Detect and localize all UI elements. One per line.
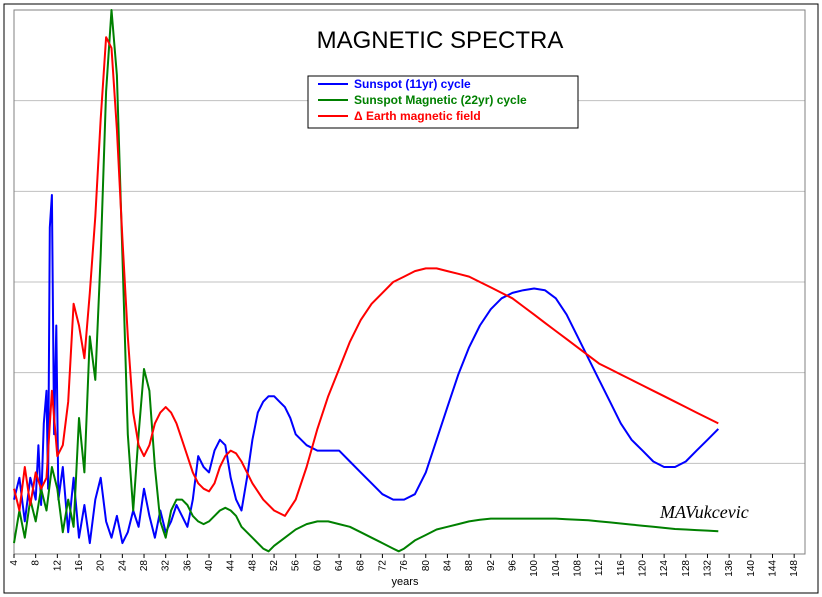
x-tick-label: 144 <box>767 560 778 577</box>
x-tick-label: 24 <box>117 560 128 572</box>
x-tick-label: 112 <box>594 560 605 576</box>
gridlines <box>14 100 805 464</box>
x-tick-label: 12 <box>52 560 63 572</box>
x-tick-label: 20 <box>96 560 107 572</box>
x-axis-label: years <box>392 576 419 588</box>
signature: MAVukcevic <box>659 502 749 522</box>
x-tick-label: 4 <box>9 560 20 566</box>
x-tick-label: 60 <box>312 560 323 572</box>
x-tick-label: 44 <box>226 560 237 572</box>
x-tick-label: 124 <box>659 560 670 577</box>
x-tick-label: 80 <box>421 560 432 572</box>
x-tick-label: 64 <box>334 560 345 572</box>
x-tick-label: 148 <box>789 560 800 577</box>
x-tick-label: 52 <box>269 560 280 572</box>
x-tick-label: 116 <box>616 560 627 576</box>
x-tick-label: 28 <box>139 560 150 572</box>
x-tick-label: 96 <box>507 560 518 572</box>
x-tick-label: 48 <box>247 560 258 572</box>
x-tick-label: 84 <box>442 560 453 572</box>
x-tick-label: 40 <box>204 560 215 572</box>
x-tick-label: 132 <box>702 560 713 577</box>
x-tick-label: 100 <box>529 560 540 577</box>
x-tick-label: 120 <box>637 560 648 577</box>
legend-label: Sunspot (11yr) cycle <box>354 77 471 91</box>
legend-box <box>307 75 579 129</box>
x-tick-label: 104 <box>551 560 562 577</box>
series-lines <box>13 9 720 553</box>
x-tick-label: 32 <box>161 560 172 572</box>
x-tick-label: 136 <box>724 560 735 577</box>
legend-label: Δ Earth magnetic field <box>354 109 481 123</box>
chart-title: MAGNETIC SPECTRA <box>317 27 564 54</box>
x-tick-label: 128 <box>681 560 692 577</box>
series-line-2 <box>13 36 719 517</box>
x-tick-label: 56 <box>291 560 302 572</box>
legend-label: Sunspot Magnetic (22yr) cycle <box>354 93 527 107</box>
series-line-0 <box>13 194 720 545</box>
series-line-1 <box>13 9 719 553</box>
x-tick-label: 92 <box>486 560 497 572</box>
x-tick-label: 8 <box>31 560 42 566</box>
plot-area-frame <box>13 9 806 555</box>
legend: Sunspot (11yr) cycle Sunspot Magnetic (22… <box>307 75 579 129</box>
x-tick-label: 72 <box>377 560 388 572</box>
x-axis-ticks: 4 8 12 16 20 24 28 32 36 40 44 48 52 56 60 64 68 72 76 80 84… <box>9 554 800 577</box>
x-tick-label: 68 <box>356 560 367 572</box>
x-tick-label: 16 <box>74 560 85 572</box>
x-tick-label: 88 <box>464 560 475 572</box>
x-tick-label: 76 <box>399 560 410 572</box>
x-tick-label: 140 <box>746 560 757 577</box>
x-tick-label: 36 <box>182 560 193 572</box>
x-tick-label: 108 <box>572 560 583 577</box>
